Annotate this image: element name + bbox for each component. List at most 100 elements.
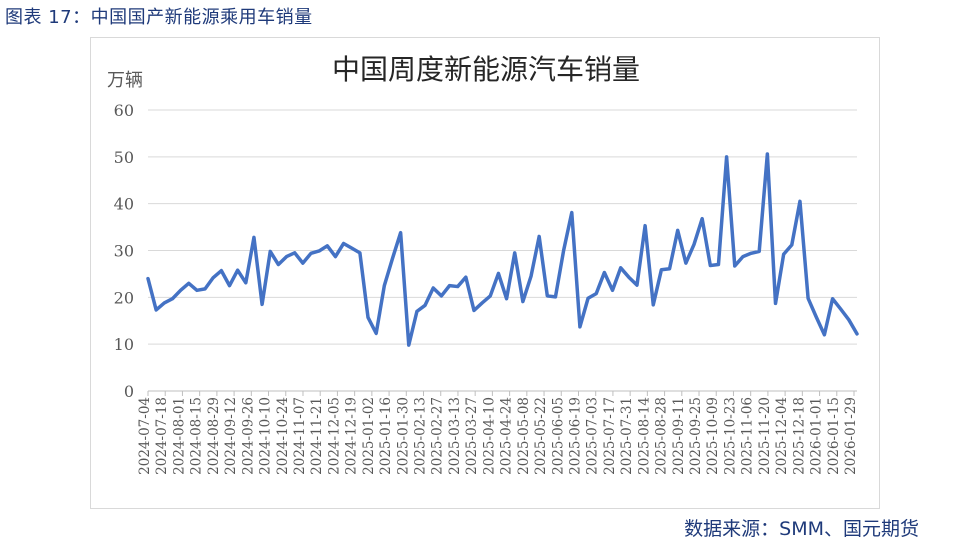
data-point — [497, 272, 500, 275]
data-point — [522, 300, 524, 303]
x-tick-label: 2025-09-11 — [671, 397, 687, 475]
x-tick-label: 2025-03-27 — [464, 397, 480, 475]
x-tick-label: 2024-10-24 — [275, 397, 291, 475]
data-point — [253, 236, 255, 238]
x-tick-label: 2025-01-30 — [395, 397, 411, 475]
y-tick-label: 60 — [114, 101, 134, 120]
data-point — [791, 244, 793, 246]
data-point — [742, 255, 744, 258]
data-point — [171, 298, 174, 300]
x-tick-label: 2024-08-29 — [206, 397, 222, 475]
x-tick-label: 2025-04-24 — [499, 397, 515, 475]
x-tick-label: 2025-07-31 — [619, 397, 635, 475]
data-point — [375, 332, 377, 334]
x-tick-label: 2025-01-16 — [378, 397, 394, 475]
data-point — [228, 285, 231, 287]
data-point — [383, 285, 385, 287]
x-tick-label: 2024-10-10 — [258, 397, 274, 475]
x-tick-label: 2024-09-26 — [240, 397, 256, 475]
x-tick-label: 2025-05-08 — [516, 397, 532, 475]
data-point — [652, 304, 654, 306]
data-point — [685, 262, 687, 264]
data-point — [856, 333, 858, 335]
data-point — [237, 269, 239, 271]
data-point — [342, 242, 345, 245]
data-point — [734, 265, 736, 267]
data-point — [424, 304, 426, 306]
data-point — [693, 243, 695, 246]
data-point — [538, 235, 540, 238]
x-tick-label: 2024-11-21 — [309, 397, 325, 475]
data-point — [457, 285, 459, 288]
y-axis-label: 万辆 — [107, 70, 143, 91]
data-point — [351, 247, 353, 249]
x-tick-label: 2025-02-13 — [413, 397, 429, 475]
data-point — [579, 326, 581, 328]
data-point — [587, 297, 589, 299]
x-tick-label: 2024-07-18 — [154, 397, 170, 475]
data-point — [147, 278, 149, 280]
data-point — [603, 271, 605, 274]
x-tick-label: 2025-06-19 — [567, 397, 583, 475]
data-point — [367, 316, 369, 319]
data-point — [473, 309, 475, 312]
x-tick-label: 2024-08-01 — [171, 397, 187, 475]
x-tick-label: 2025-10-23 — [722, 397, 738, 475]
x-tick-label: 2025-08-14 — [636, 397, 652, 475]
x-tick-label: 2025-09-25 — [688, 397, 704, 475]
data-point — [416, 310, 418, 312]
data-point — [750, 252, 752, 254]
data-point — [180, 289, 182, 291]
x-tick-label: 2024-07-04 — [137, 397, 153, 475]
data-point — [807, 297, 809, 299]
y-tick-label: 10 — [114, 335, 134, 354]
data-point — [432, 287, 434, 289]
data-point — [709, 264, 711, 267]
x-tick-label: 2026-01-01 — [809, 397, 825, 475]
data-point — [726, 156, 728, 158]
data-point — [717, 263, 720, 266]
data-point — [196, 289, 198, 291]
x-tick-label: 2025-06-05 — [550, 397, 566, 475]
data-point — [465, 276, 467, 278]
data-point — [391, 257, 394, 260]
x-tick-label: 2025-03-13 — [447, 397, 463, 475]
x-tick-label: 2025-07-17 — [602, 397, 618, 475]
x-tick-label: 2025-01-02 — [361, 397, 377, 475]
x-tick-label: 2026-01-15 — [826, 397, 842, 475]
data-point — [783, 253, 785, 255]
x-tick-label: 2024-08-15 — [189, 397, 205, 475]
data-point — [840, 308, 842, 310]
data-point — [163, 302, 165, 304]
x-tick-label: 2024-09-12 — [223, 397, 239, 475]
data-point — [326, 245, 328, 247]
x-tick-label: 2025-02-27 — [430, 397, 446, 475]
x-tick-label: 2025-07-03 — [585, 397, 601, 475]
data-point — [848, 319, 850, 321]
data-point — [774, 302, 777, 305]
data-point — [677, 229, 679, 231]
source-note: 数据来源：SMM、国元期货 — [684, 518, 919, 540]
data-point — [359, 252, 361, 254]
data-point — [701, 218, 703, 220]
data-point — [440, 295, 442, 297]
chart-title: 中国周度新能源汽车销量 — [332, 53, 640, 86]
data-point — [823, 334, 826, 336]
data-point — [799, 200, 801, 202]
x-tick-label: 2024-11-07 — [292, 397, 308, 475]
data-point — [505, 298, 508, 300]
data-point — [831, 298, 834, 300]
x-tick-label: 2025-04-10 — [481, 397, 497, 475]
data-point — [554, 296, 557, 298]
data-point — [620, 267, 622, 269]
data-point — [546, 295, 548, 297]
y-tick-label: 0 — [124, 382, 134, 401]
x-tick-label: 2025-05-22 — [533, 397, 549, 475]
data-point — [530, 275, 532, 277]
x-tick-label: 2025-08-28 — [654, 397, 670, 475]
data-point — [514, 252, 516, 254]
data-point — [310, 252, 312, 254]
data-point — [204, 288, 206, 290]
data-point — [644, 225, 646, 227]
